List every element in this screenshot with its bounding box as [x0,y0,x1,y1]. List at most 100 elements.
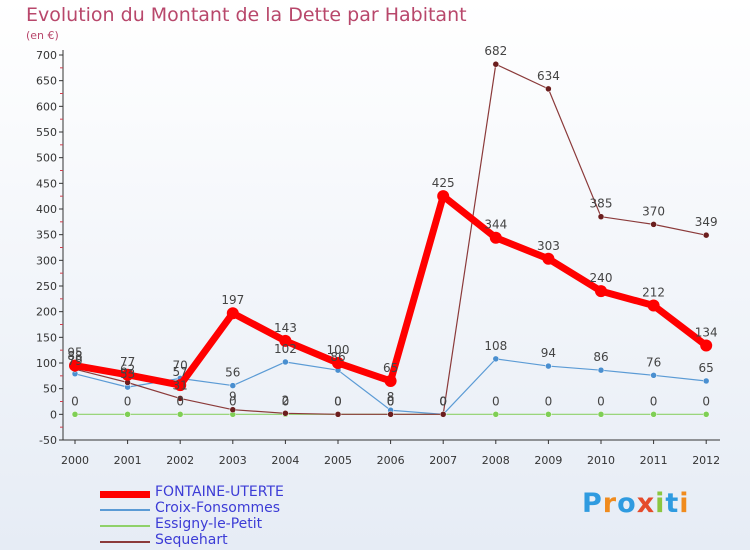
x-tick-label: 2012 [692,454,720,467]
y-tick-label: 650 [36,75,57,88]
data-label: 370 [642,204,665,218]
data-point [492,355,500,363]
data-label: 425 [432,176,455,190]
data-label: 65 [699,361,714,375]
data-point [334,411,342,418]
data-point [545,411,552,418]
x-tick-label: 2003 [219,454,247,467]
data-label: 0 [229,394,237,408]
legend-label-croix-fonsommes: Croix-Fonsommes [155,500,281,516]
x-tick-label: 2000 [61,454,89,467]
data-label: 79 [67,354,82,368]
data-label: 70 [173,358,188,372]
data-label: 0 [71,394,79,408]
data-point [542,252,555,265]
data-label: 240 [590,271,613,285]
data-point [69,359,81,372]
data-point [597,411,605,418]
x-tick-label: 2010 [587,454,615,467]
data-label: 0 [650,394,658,408]
data-label: 100 [327,343,350,357]
data-label: 0 [597,394,605,408]
data-point [282,410,289,417]
data-point [124,411,131,418]
data-label: 76 [646,355,661,369]
data-label: 57 [173,365,188,379]
legend-swatch-fontaine-uterte [100,491,150,498]
data-point [384,374,397,387]
y-tick-label: 200 [36,306,57,319]
data-label: 86 [593,350,608,364]
data-label: 349 [695,215,718,229]
data-label: 88 [67,349,82,363]
data-label: 143 [274,321,297,335]
data-point [439,411,447,418]
data-label: 0 [387,394,395,408]
data-point [387,411,394,418]
y-tick-label: 500 [36,152,57,165]
data-label: 0 [282,394,290,408]
chart-title: Evolution du Montant de la Dette par Hab… [26,4,467,26]
x-tick-label: 2001 [114,454,142,467]
data-label: 108 [484,339,507,353]
data-point [595,285,607,298]
y-tick-label: 600 [36,100,57,113]
data-label: 0 [439,394,447,408]
data-label: 62 [120,363,135,377]
data-point [702,377,710,385]
data-point [492,60,500,68]
y-tick-label: 100 [36,357,57,370]
data-label: 0 [492,394,500,408]
y-tick-label: 300 [36,254,57,267]
data-label: 303 [537,239,560,253]
x-tick-label: 2008 [482,454,510,467]
data-label: 86 [330,350,345,364]
data-point [492,411,500,418]
x-tick-label: 2004 [271,454,299,467]
data-point [597,213,605,220]
data-label: 2 [282,393,290,407]
legend-swatch-sequehart [100,541,150,543]
data-point [174,379,187,392]
legend-swatch-croix-fonsommes [100,509,150,511]
y-tick-label: 700 [36,49,57,62]
data-label: 56 [225,366,240,380]
data-label: 77 [120,355,135,369]
data-point [545,85,552,93]
data-point [702,231,710,239]
data-point [229,382,237,389]
legend-label-fontaine-uterte: FONTAINE-UTERTE [155,484,284,500]
data-point [332,357,344,369]
y-tick-label: -50 [39,434,57,447]
data-label: 0 [387,394,395,408]
x-tick-label: 2009 [534,454,562,467]
data-point [282,358,289,366]
data-point [650,372,657,379]
data-label: 94 [541,346,556,360]
legend-label-essigny-le-petit: Essigny-le-Petit [155,516,263,532]
data-point [545,362,552,370]
data-point [176,395,184,402]
data-point [702,411,710,418]
data-point [226,307,239,320]
x-tick-label: 2007 [429,454,457,467]
data-label: 95 [67,346,82,360]
x-tick-label: 2005 [324,454,352,467]
data-label: 102 [274,342,297,356]
data-label: 344 [484,218,507,232]
x-tick-label: 2002 [166,454,194,467]
data-label: 0 [334,394,342,408]
data-label: 0 [176,394,184,408]
legend-swatch-essigny-le-petit [100,525,150,527]
data-point [71,411,79,418]
data-label: 8 [387,390,395,404]
legend-label-sequehart: Sequehart [155,532,228,548]
data-label: 682 [484,44,507,58]
data-label: 634 [537,69,560,83]
data-point [650,411,657,418]
data-label: 134 [695,326,718,340]
data-label: 0 [439,394,447,408]
data-label: 0 [124,394,132,408]
